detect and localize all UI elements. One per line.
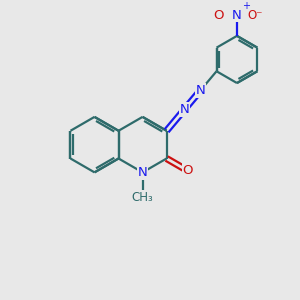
Text: O: O <box>182 164 193 177</box>
Text: N: N <box>196 84 206 97</box>
Text: N: N <box>180 103 189 116</box>
Text: O: O <box>214 9 224 22</box>
Text: CH₃: CH₃ <box>132 191 153 204</box>
Text: +: + <box>242 1 250 11</box>
Text: N: N <box>138 166 147 179</box>
Text: N: N <box>232 9 242 22</box>
Text: O⁻: O⁻ <box>247 9 263 22</box>
